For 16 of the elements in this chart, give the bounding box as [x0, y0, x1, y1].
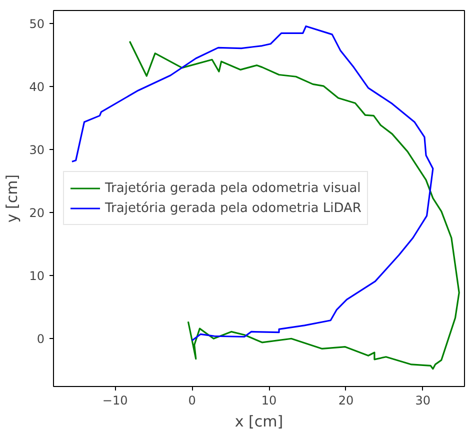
legend-label: Trajetória gerada pela odometria visual: [105, 180, 361, 196]
y-tick-label: 20: [29, 206, 45, 220]
y-tick-label: 40: [29, 80, 45, 94]
x-tick-label: 10: [261, 394, 277, 408]
y-tick-label: 10: [29, 269, 45, 284]
x-tick-label: −10: [102, 394, 128, 408]
y-tick-label: 50: [29, 17, 45, 32]
line-series: [71, 25, 434, 342]
x-tick-label: 30: [415, 394, 431, 408]
x-tick-label: 20: [338, 394, 354, 408]
x-axis-title: x [cm]: [234, 412, 284, 430]
legend-label: Trajetória gerada pela odometria LiDAR: [105, 200, 362, 216]
y-tick-label: 30: [29, 143, 45, 158]
y-axis-title: y [cm]: [3, 174, 22, 223]
x-tick-label: 0: [188, 394, 196, 408]
y-tick-label: 0: [36, 332, 45, 346]
